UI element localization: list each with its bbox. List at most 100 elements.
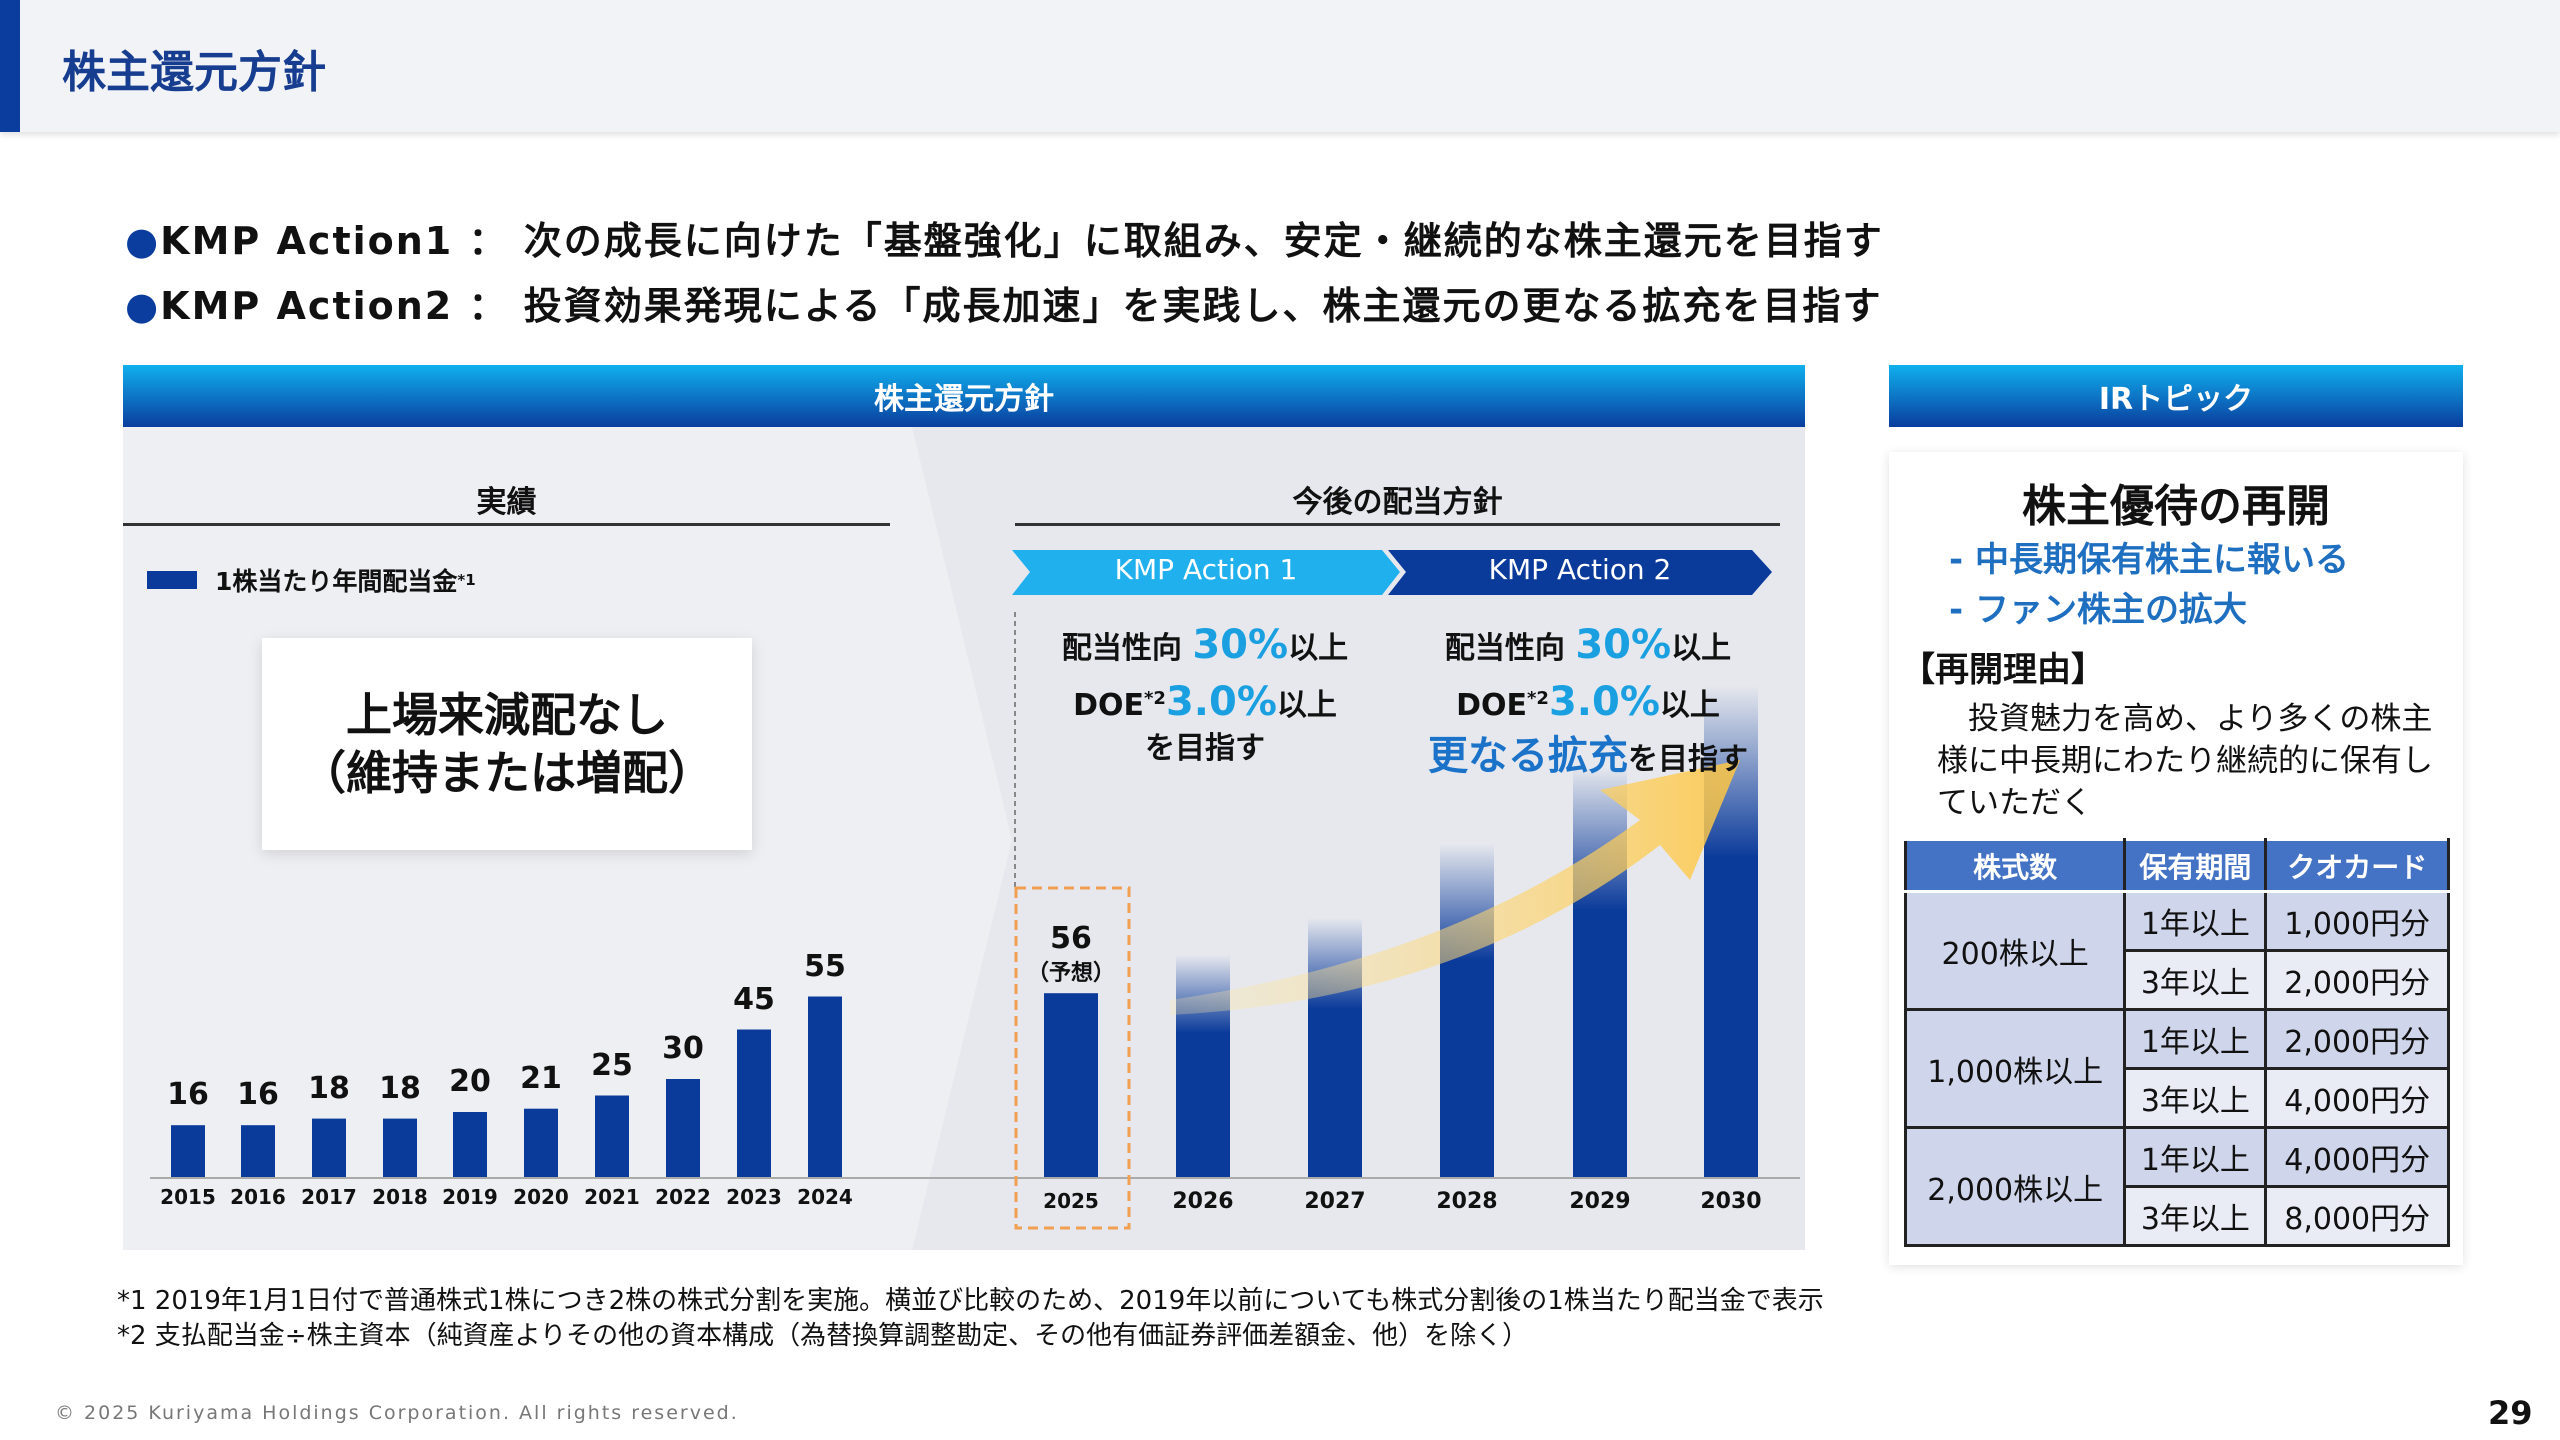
year-label: 2016	[230, 1185, 286, 1209]
bar-2028	[1440, 844, 1494, 1178]
policy-panel-title: 株主還元方針	[123, 365, 1805, 427]
kmp-action2-banner	[1388, 550, 1772, 595]
shares-cell: 2,000株以上	[1903, 1126, 2127, 1247]
year-label: 2027	[1304, 1189, 1366, 1214]
table-row: 1,000株以上 1年以上 2,000円分	[1903, 1008, 2450, 1129]
benefit-table: 株式数 保有期間 クオカード 200株以上 1年以上 1,000円分 3年以上 2,00…	[1903, 838, 2450, 1247]
ir-panel-title: IRトピック	[1889, 365, 2463, 427]
future-divider	[1015, 523, 1780, 526]
year-label: 2023	[726, 1185, 782, 1209]
period-cell: 1年以上	[2123, 1126, 2268, 1188]
kmp-action1-banner	[1012, 550, 1400, 595]
shares-cell: 200株以上	[1903, 890, 2127, 1011]
bar-2016	[241, 1125, 275, 1178]
bar-2027	[1308, 918, 1362, 1178]
page-number: 29	[2488, 1394, 2533, 1432]
year-label: 2026	[1172, 1189, 1234, 1214]
bar-2026	[1176, 955, 1230, 1178]
bar-2022	[666, 1079, 700, 1178]
table-row: 200株以上 1年以上 1,000円分	[1903, 890, 2450, 1011]
value-label: 20	[449, 1064, 491, 1099]
policy-action1: 配当性向 30%以上 DOE*23.0%以上 を目指す	[1061, 622, 1349, 766]
year-label: 2022	[655, 1185, 711, 1209]
footnote-2: *2 支払配当金÷株主資本（純資産よりその他の資本構成（為替換算調整勘定、その他…	[117, 1321, 1529, 1351]
forecast-box	[1014, 886, 1131, 1230]
ir-sub2: - ファン株主の拡大	[1949, 590, 2247, 630]
past-divider	[123, 523, 890, 526]
legend: 1株当たり年間配当金 *1	[147, 562, 476, 598]
copyright: © 2025 Kuriyama Holdings Corporation. Al…	[55, 1402, 739, 1424]
ir-reason-text: 投資魅力を高め、より多くの株主様に中長期にわたり継続的に保有していただく	[1937, 701, 2433, 821]
bar-2018	[383, 1118, 417, 1178]
growth-arrow	[1170, 760, 1740, 1015]
period-cell: 1年以上	[2123, 1008, 2268, 1070]
value-label: 18	[308, 1070, 350, 1106]
period-cell: 3年以上	[2123, 949, 2268, 1011]
footnote-1: *1 2019年1月1日付で普通株式1株につき2株の株式分割を実施。横並び比較の…	[117, 1286, 1824, 1316]
header-accent	[0, 0, 20, 132]
value-label: 45	[733, 981, 775, 1017]
kmp-action1-label: KMP Action 1	[1114, 553, 1298, 586]
value-label: 16	[167, 1077, 209, 1113]
year-label: 2025	[1043, 1189, 1099, 1213]
ir-heading: 株主優待の再開	[2022, 481, 2330, 532]
legend-label: 1株当たり年間配当金	[215, 567, 458, 596]
dividend-bars	[171, 686, 1758, 1178]
bullet-action1: ●KMP Action1 ： 次の成長に向けた「基盤強化」に取組み、安定・継続的…	[125, 219, 1884, 263]
forecast-note: （予想）	[1026, 961, 1115, 987]
period-cell: 3年以上	[2123, 1067, 2268, 1129]
value-label: 25	[591, 1047, 633, 1083]
no-cut-line1: 上場来減配なし	[346, 688, 668, 742]
past-label: 実績	[476, 485, 537, 520]
quo-card-cell: 8,000円分	[2264, 1185, 2450, 1247]
future-label: 今後の配当方針	[1292, 485, 1503, 520]
shares-cell: 1,000株以上	[1903, 1008, 2127, 1129]
quo-card-cell: 4,000円分	[2264, 1126, 2450, 1188]
year-label: 2019	[442, 1185, 498, 1209]
ir-sub1: - 中長期保有株主に報いる	[1949, 540, 2349, 580]
year-label: 2029	[1569, 1189, 1631, 1214]
no-cut-box: 上場来減配なし （維持または増配）	[262, 638, 752, 850]
value-label: 56	[1050, 921, 1092, 957]
bullet-action2: ●KMP Action2 ： 投資効果発現による「成長加速」を実践し、株主還元の…	[125, 284, 1883, 328]
no-cut-line2: （維持または増配）	[300, 746, 714, 800]
page-title: 株主還元方針	[62, 47, 326, 98]
table-row: 3年以上 4,000円分	[1906, 1067, 2450, 1129]
year-label: 2018	[372, 1185, 428, 1209]
policy-action2: 配当性向 30%以上 DOE*23.0%以上 更なる拡充を目指す	[1428, 622, 1748, 779]
col-quo-card: クオカード	[2264, 838, 2450, 893]
year-label: 2015	[160, 1185, 216, 1209]
bar-2023	[737, 1029, 771, 1178]
year-label: 2028	[1436, 1189, 1498, 1214]
col-shares: 株式数	[1903, 838, 2127, 893]
table-row: 3年以上 8,000円分	[1906, 1185, 2450, 1247]
value-label: 30	[662, 1031, 704, 1066]
period-cell: 3年以上	[2123, 1185, 2268, 1247]
bar-2017	[312, 1118, 346, 1178]
year-label: 2017	[301, 1185, 357, 1209]
bar-2020	[524, 1108, 558, 1178]
kmp-action2-label: KMP Action 2	[1488, 553, 1672, 586]
quo-card-cell: 4,000円分	[2264, 1067, 2450, 1129]
quo-card-cell: 2,000円分	[2264, 1008, 2450, 1070]
bar-2029	[1573, 767, 1627, 1178]
legend-swatch	[147, 571, 197, 589]
bullet-text: KMP Action2 ： 投資効果発現による「成長加速」を実践し、株主還元の更…	[160, 284, 1883, 328]
legend-sup: *1	[457, 571, 476, 589]
value-label: 21	[520, 1060, 562, 1096]
ir-card: 株主優待の再開 - 中長期保有株主に報いる - ファン株主の拡大 【再開理由】 …	[1889, 452, 2463, 1265]
table-row: 3年以上 2,000円分	[1906, 949, 2450, 1011]
ir-reason-title: 【再開理由】	[1901, 650, 2105, 690]
table-row: 2,000株以上 1年以上 4,000円分	[1903, 1126, 2450, 1247]
year-label: 2024	[797, 1185, 853, 1209]
bar-2019	[453, 1112, 487, 1178]
bullet-text: KMP Action1 ： 次の成長に向けた「基盤強化」に取組み、安定・継続的な…	[160, 219, 1884, 263]
year-label: 2030	[1700, 1189, 1762, 1214]
quo-card-cell: 1,000円分	[2264, 890, 2450, 952]
bar-2021	[595, 1095, 629, 1178]
value-label: 18	[379, 1070, 421, 1106]
bar-2015	[171, 1125, 205, 1178]
bar-2024	[808, 996, 842, 1178]
col-period: 保有期間	[2123, 838, 2268, 893]
year-label: 2021	[584, 1185, 640, 1209]
